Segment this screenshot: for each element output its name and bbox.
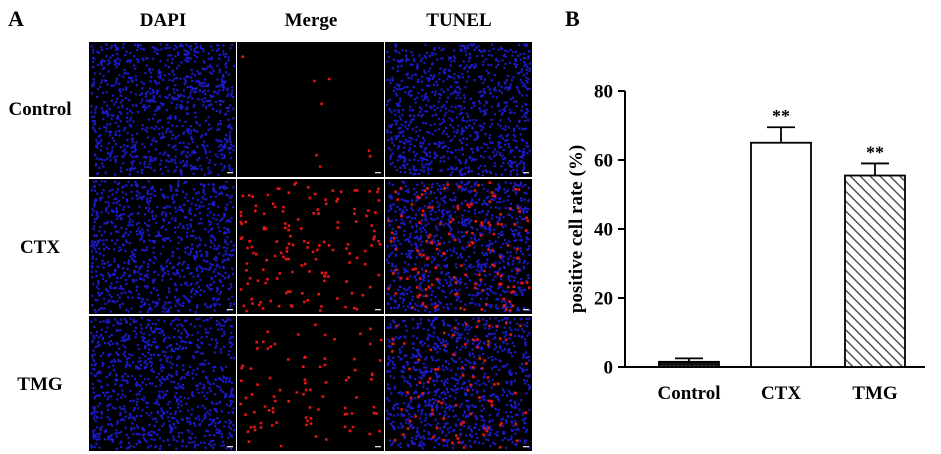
micrograph-control-dapi [89, 42, 236, 177]
y-tick-label: 80 [594, 82, 613, 103]
row-label-control: Control [9, 99, 72, 120]
significance-ctx: ** [772, 106, 790, 126]
bar-chart: positive cell rate (%) 0 20 40 60 80 Control… [566, 82, 925, 404]
micrograph-tmg-merge [237, 316, 384, 451]
panel-a-label: A [8, 6, 24, 31]
x-tick-label-control: Control [658, 383, 721, 404]
y-tick-label: 0 [604, 358, 614, 379]
y-tick-label: 20 [594, 289, 613, 310]
micrograph-tmg-dapi [89, 316, 236, 451]
row-label-ctx: CTX [20, 237, 60, 258]
micrograph-ctx-dapi [89, 179, 236, 314]
micrograph-control-merge [237, 42, 384, 177]
x-tick-label-tmg: TMG [852, 383, 898, 404]
row-label-tmg: TMG [17, 374, 63, 395]
bar-ctx [750, 141, 812, 368]
bar-tmg [844, 174, 906, 368]
y-axis-label: positive cell rate (%) [566, 145, 587, 313]
bars: Control ** CTX ** TMG [658, 106, 906, 404]
micrograph-control-tunel [385, 42, 532, 177]
x-tick-label-ctx: CTX [761, 383, 801, 404]
micrograph-ctx-tunel [385, 179, 532, 314]
significance-tmg: ** [866, 142, 884, 162]
column-header-tunel: TUNEL [426, 10, 491, 31]
micrograph-tmg-tunel [385, 316, 532, 451]
micrograph-ctx-merge [237, 179, 384, 314]
y-tick-label: 40 [594, 220, 613, 241]
microscopy-grid [89, 42, 532, 451]
panel-b-label: B [565, 6, 580, 31]
column-header-merge: Merge [285, 10, 338, 31]
y-ticks: 0 20 40 60 80 [594, 82, 625, 379]
y-tick-label: 60 [594, 151, 613, 172]
column-header-dapi: DAPI [140, 10, 186, 31]
bar-control [658, 360, 720, 368]
